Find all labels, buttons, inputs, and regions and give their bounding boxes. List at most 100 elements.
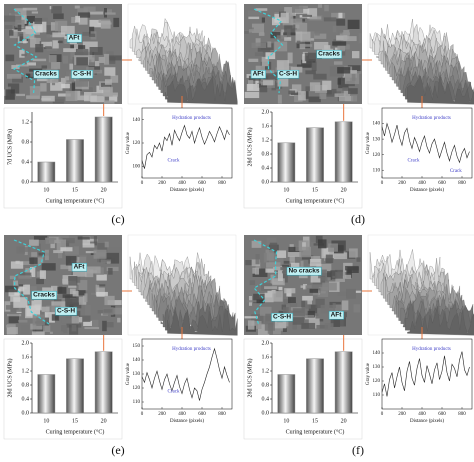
sem-texture (346, 288, 356, 299)
sem-texture (32, 58, 47, 62)
sem-texture (308, 31, 315, 41)
sem-texture (265, 313, 273, 322)
x-tick-label: 15 (312, 418, 318, 424)
sem-texture (89, 69, 103, 74)
sem-texture (24, 15, 35, 27)
sem-texture (338, 95, 354, 102)
sem-texture (97, 284, 106, 287)
sem-texture (9, 275, 16, 280)
sem-texture (347, 19, 360, 29)
sem-texture (109, 95, 118, 102)
sem-texture (309, 288, 319, 293)
sem-texture (34, 17, 43, 25)
x-tick-label: 20 (101, 418, 107, 424)
sem-texture (314, 33, 327, 39)
sem-texture (46, 305, 61, 313)
sem-texture (90, 251, 96, 256)
sem-texture (272, 291, 283, 302)
sem-texture (93, 236, 97, 246)
y-tick-label: 0.8 (262, 151, 270, 157)
sem-texture (332, 304, 342, 313)
sem-texture (322, 80, 332, 91)
sem-texture (356, 257, 361, 262)
sem-texture (74, 5, 80, 9)
sem-texture (307, 296, 312, 305)
sem-texture (281, 304, 287, 310)
sem-texture (325, 254, 333, 264)
sem-texture (283, 260, 295, 264)
sem-texture (18, 284, 25, 287)
y-tick-label: 1.2 (262, 137, 270, 143)
sem-texture (334, 269, 343, 279)
sem-texture (301, 300, 306, 308)
sem-texture (45, 237, 57, 241)
sem-texture (9, 30, 18, 39)
sem-texture (255, 8, 268, 11)
x-tick-label: 15 (72, 187, 78, 193)
sem-texture (351, 95, 358, 102)
sem-texture (53, 250, 63, 254)
sem-texture (80, 315, 91, 322)
sem-texture (246, 300, 260, 303)
x-axis-label: Distance (pixels) (170, 188, 204, 193)
sem-texture (77, 8, 88, 17)
sem-texture (16, 64, 29, 67)
sem-texture (37, 243, 41, 255)
x-tick-label: 800 (458, 412, 466, 417)
sem-texture (290, 262, 300, 270)
sem-texture (254, 267, 260, 275)
sem-texture (276, 35, 288, 45)
sem-texture (337, 67, 351, 74)
sem-texture (100, 259, 112, 264)
sem-texture (284, 288, 296, 294)
sem-texture (270, 32, 281, 39)
sem-texture (82, 243, 95, 248)
x-axis-label: Curing temperature (°C) (46, 428, 105, 435)
sem-texture (283, 307, 289, 316)
x-tick-label: 20 (341, 418, 347, 424)
sem-texture (58, 252, 63, 259)
sem-texture (23, 284, 30, 295)
sem-texture (52, 32, 66, 38)
surface-ridge (407, 306, 474, 336)
sem-texture (305, 86, 313, 92)
sem-texture (251, 321, 262, 329)
sem-texture (17, 24, 22, 32)
sem-texture (338, 77, 349, 89)
sem-texture (104, 12, 116, 15)
y-tick-label: 0.0 (22, 179, 30, 185)
sem-texture (276, 60, 290, 71)
surface-ridge (167, 76, 238, 105)
sem-texture (298, 91, 306, 101)
sem-texture (103, 86, 113, 97)
sem-texture (83, 320, 92, 327)
sem-texture (307, 8, 318, 19)
sem-texture (50, 81, 63, 91)
sem-texture (304, 91, 309, 99)
sem-texture (60, 247, 73, 252)
sem-texture (331, 12, 346, 20)
sem-texture (19, 49, 25, 58)
x-tick-label: 0 (381, 412, 384, 417)
sem-texture (309, 38, 314, 41)
sem-texture (59, 331, 64, 334)
bar (334, 351, 353, 414)
sem-texture (105, 252, 120, 264)
panel-label: (c) (111, 212, 124, 226)
y-tick-label: 1.2 (22, 119, 30, 125)
annotation-box (286, 266, 322, 276)
sem-texture (337, 45, 346, 52)
sem-texture (72, 269, 87, 277)
sem-texture (337, 78, 341, 85)
sem-texture (103, 100, 115, 104)
sem-annotation: C-S-H (57, 308, 75, 315)
sem-texture (41, 41, 52, 48)
sem-texture (68, 263, 75, 272)
sem-texture (304, 44, 313, 47)
plot-frame (381, 107, 473, 179)
sem-texture (274, 41, 288, 52)
y-tick-label: 140 (373, 122, 381, 127)
x-tick-label: 200 (158, 412, 166, 417)
sem-texture (282, 327, 287, 332)
sem-texture (30, 323, 43, 330)
